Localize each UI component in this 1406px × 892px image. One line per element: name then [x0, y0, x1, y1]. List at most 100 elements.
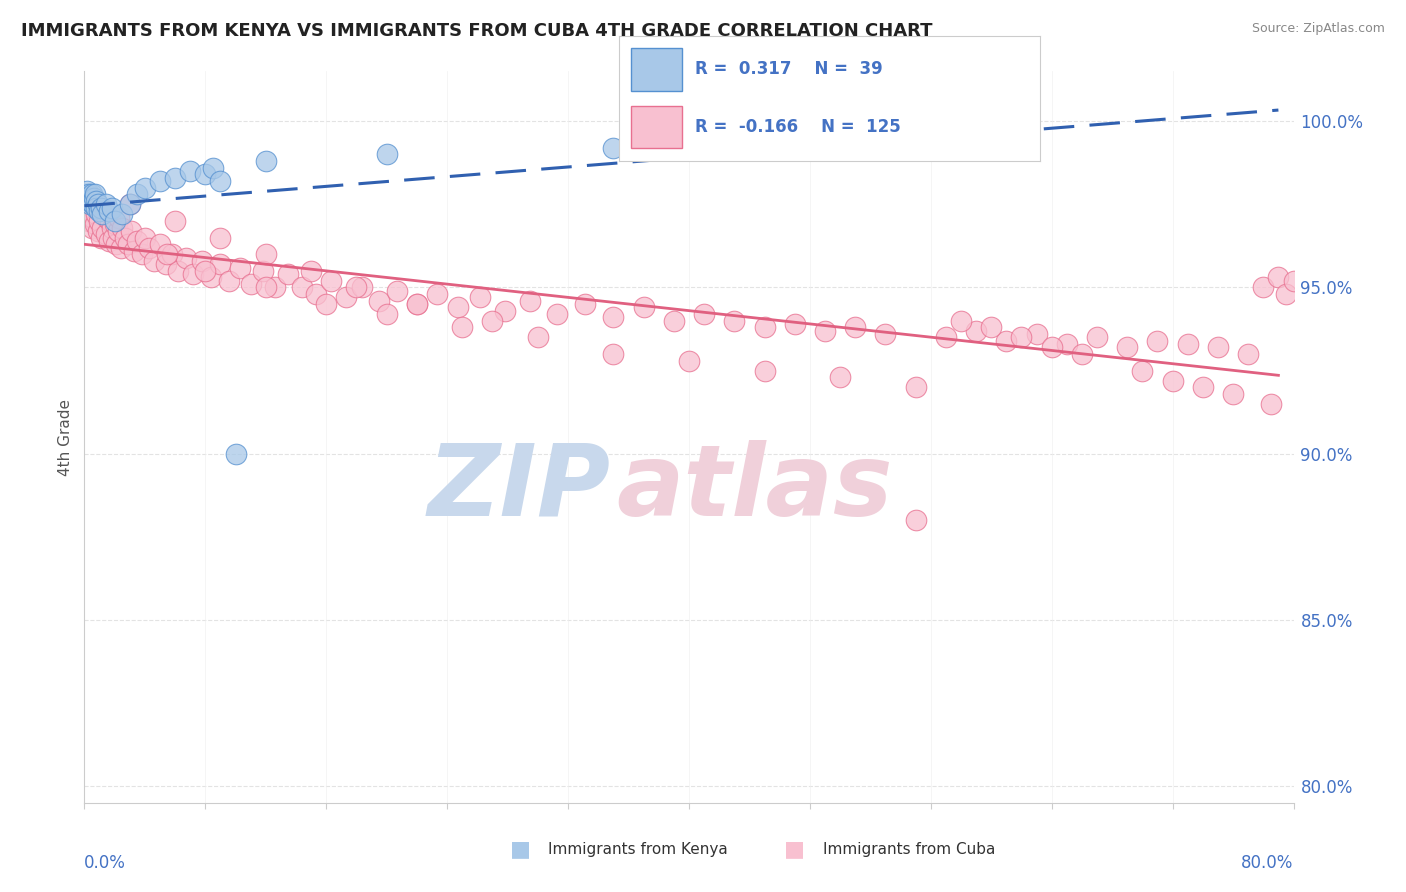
Point: [82, 197, 104, 211]
Text: ■: ■: [785, 839, 804, 859]
Point: [127, 234, 149, 248]
Point: [387, 284, 409, 298]
Point: [602, 141, 624, 155]
Point: [229, 260, 252, 275]
Text: IMMIGRANTS FROM KENYA VS IMMIGRANTS FROM CUBA 4TH GRADE CORRELATION CHART: IMMIGRANTS FROM KENYA VS IMMIGRANTS FROM…: [21, 22, 932, 40]
FancyBboxPatch shape: [631, 105, 682, 148]
Point: [91, 207, 114, 221]
Point: [191, 253, 214, 268]
Point: [754, 320, 776, 334]
Point: [160, 247, 183, 261]
Point: [118, 197, 141, 211]
Point: [107, 224, 129, 238]
Point: [89, 204, 111, 219]
Point: [633, 301, 655, 315]
Point: [100, 220, 122, 235]
Point: [1132, 363, 1154, 377]
Point: [200, 270, 222, 285]
Point: [254, 247, 277, 261]
Point: [1025, 326, 1047, 341]
Text: 80.0%: 80.0%: [1241, 854, 1294, 872]
Point: [1011, 330, 1033, 344]
Point: [77, 194, 100, 208]
Point: [319, 274, 342, 288]
Point: [194, 264, 217, 278]
Point: [218, 274, 240, 288]
Point: [304, 287, 326, 301]
Point: [90, 201, 112, 215]
Point: [239, 277, 262, 292]
Point: [299, 264, 322, 278]
Text: atlas: atlas: [616, 440, 893, 537]
Point: [1085, 330, 1108, 344]
Point: [174, 251, 197, 265]
Point: [94, 197, 117, 211]
Point: [277, 267, 299, 281]
Point: [980, 320, 1002, 334]
Point: [1071, 347, 1094, 361]
Point: [494, 303, 516, 318]
Point: [84, 217, 107, 231]
Point: [82, 194, 104, 208]
Text: R =  -0.166    N =  125: R = -0.166 N = 125: [695, 118, 900, 136]
Point: [844, 320, 866, 334]
Point: [181, 267, 204, 281]
Point: [98, 214, 121, 228]
Point: [1222, 387, 1244, 401]
Point: [94, 227, 117, 242]
Y-axis label: 4th Grade: 4th Grade: [58, 399, 73, 475]
Text: ■: ■: [510, 839, 530, 859]
Point: [451, 320, 474, 334]
Point: [82, 211, 104, 225]
Point: [105, 237, 128, 252]
Point: [1282, 274, 1305, 288]
Point: [93, 204, 115, 219]
Point: [167, 264, 190, 278]
Point: [546, 307, 568, 321]
Text: R =  0.317    N =  39: R = 0.317 N = 39: [695, 61, 883, 78]
Point: [1267, 270, 1289, 285]
Point: [335, 290, 357, 304]
Point: [80, 220, 103, 235]
Point: [662, 314, 685, 328]
Point: [149, 237, 172, 252]
Point: [995, 334, 1018, 348]
Text: 0.0%: 0.0%: [84, 854, 127, 872]
Point: [96, 211, 118, 225]
Point: [406, 297, 429, 311]
Point: [111, 207, 134, 221]
Point: [1260, 397, 1282, 411]
Point: [1253, 280, 1275, 294]
Point: [77, 214, 100, 228]
Point: [90, 230, 112, 244]
Point: [138, 241, 160, 255]
Point: [799, 134, 821, 148]
Point: [519, 293, 541, 308]
Point: [814, 324, 837, 338]
Point: [965, 324, 987, 338]
Point: [209, 257, 232, 271]
Point: [904, 513, 927, 527]
Point: [142, 253, 165, 268]
Point: [86, 201, 108, 215]
Point: [368, 293, 391, 308]
Point: [225, 447, 247, 461]
Point: [100, 201, 122, 215]
Point: [950, 314, 973, 328]
Point: [120, 224, 142, 238]
Point: [783, 317, 806, 331]
Point: [252, 264, 274, 278]
Point: [254, 280, 277, 294]
Point: [165, 214, 187, 228]
Point: [80, 191, 103, 205]
Point: [406, 297, 429, 311]
Point: [84, 194, 107, 208]
Point: [1192, 380, 1215, 394]
Point: [201, 161, 224, 175]
Point: [156, 247, 179, 261]
Point: [315, 297, 337, 311]
Point: [1177, 337, 1199, 351]
Point: [104, 217, 127, 231]
Point: [134, 230, 156, 244]
Text: Immigrants from Kenya: Immigrants from Kenya: [548, 842, 728, 856]
